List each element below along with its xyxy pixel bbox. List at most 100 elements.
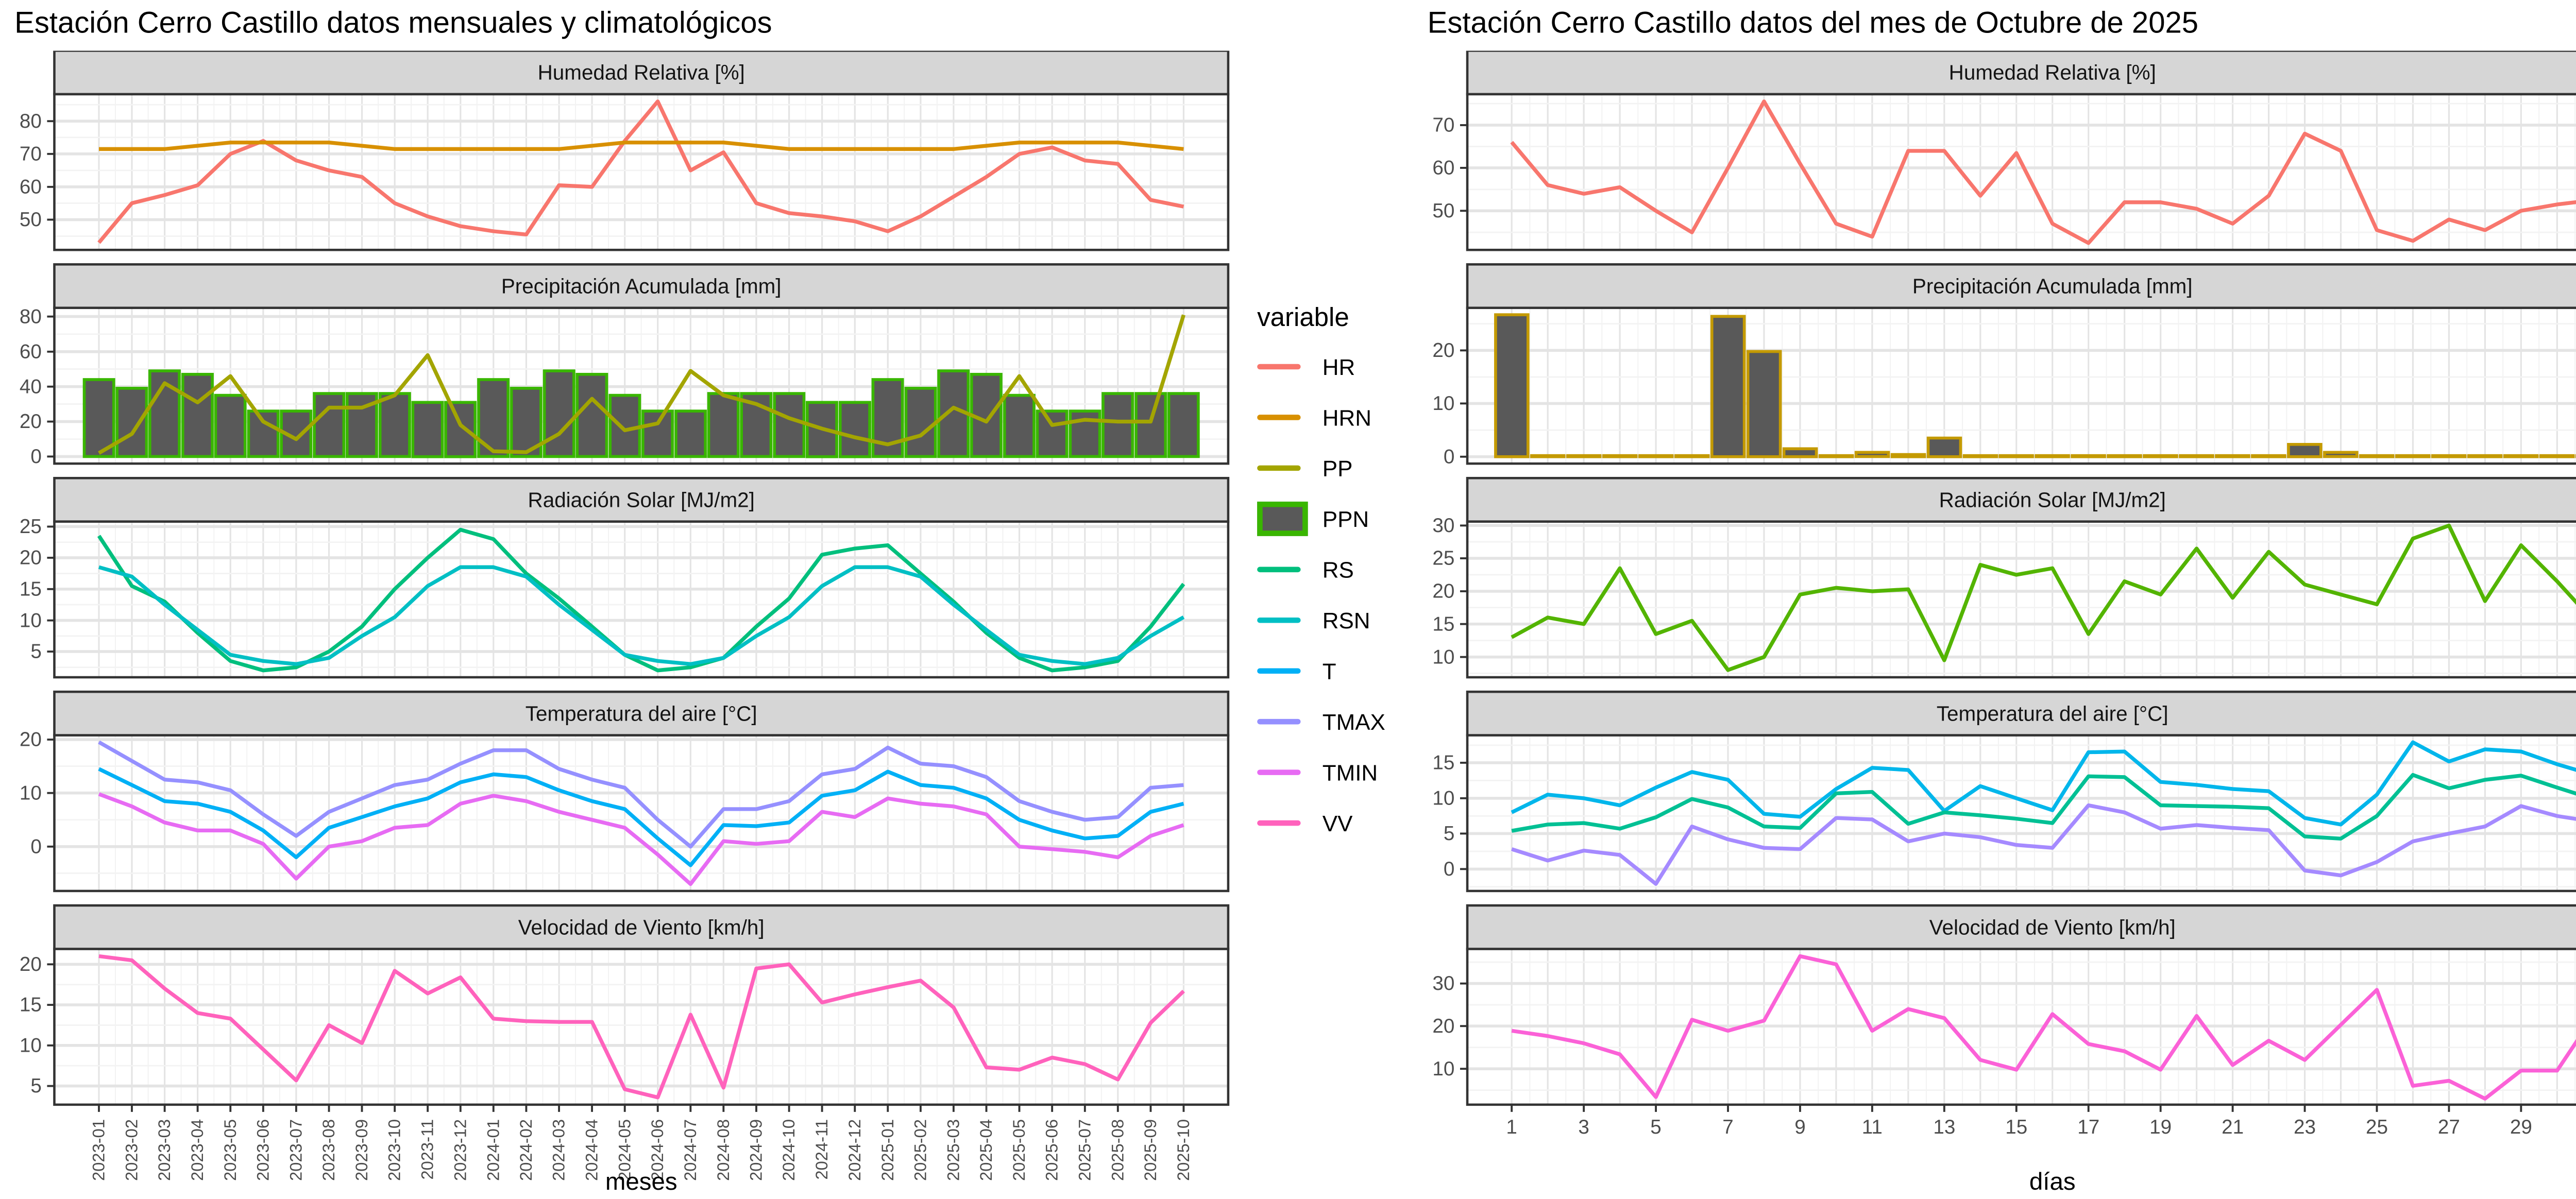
y-tick-label: 20 <box>20 953 42 975</box>
legend-item-hrn: HRN <box>1257 402 1398 433</box>
pp-bar <box>2107 454 2142 458</box>
panel-bg <box>1467 307 2576 464</box>
x-tick-label: 2025-06 <box>1042 1119 1061 1181</box>
vv-legend-label: VV <box>1322 810 1353 836</box>
y-tick-label: 15 <box>20 994 42 1016</box>
t-legend-key <box>1257 668 1311 674</box>
y-tick-label: 5 <box>30 641 42 663</box>
pp-bar <box>1710 315 1746 458</box>
hr-line <box>97 99 1184 244</box>
pp-line <box>98 314 1185 455</box>
pp-bar <box>1746 350 1782 458</box>
legend-item-rsn: RSN <box>1257 605 1398 636</box>
hrn-legend-key <box>1257 415 1311 420</box>
ppn-bar <box>904 387 937 458</box>
hr-legend-label: HR <box>1322 354 1355 380</box>
y-tick-label: 15 <box>1432 752 1454 774</box>
pp-bar <box>1926 436 1962 458</box>
y-tick-label: 10 <box>1432 646 1454 668</box>
y-tick-label: 10 <box>20 1035 42 1057</box>
pp-legend-label: PP <box>1322 455 1353 481</box>
x-tick-label: 13 <box>1933 1116 1955 1138</box>
pp-bar <box>1638 454 1674 458</box>
rsn-legend-label: RSN <box>1322 607 1370 633</box>
t-line <box>98 767 1184 867</box>
pp-bar <box>1602 454 1638 458</box>
pp-bar <box>2287 443 2323 458</box>
y-tick-label: 0 <box>30 835 42 858</box>
ppn-bar <box>838 401 871 458</box>
pp-bar <box>2395 454 2431 458</box>
y-tick-label: 10 <box>1432 787 1454 810</box>
pp-bar <box>2035 454 2070 458</box>
facet-strip <box>53 476 1230 523</box>
y-tick-label: 0 <box>1444 858 1455 880</box>
facet-strip-title: Velocidad de Viento [km/h] <box>1929 915 2176 939</box>
y-tick-label: 20 <box>20 729 42 751</box>
x-tick-label: 2023-02 <box>122 1119 141 1181</box>
tmin-line <box>98 792 1184 886</box>
x-tick-label: 2024-08 <box>714 1119 733 1181</box>
pp-bar <box>2359 454 2395 458</box>
facet-strip-title: Precipitación Acumulada [mm] <box>501 275 782 298</box>
rsn-legend-key <box>1257 617 1311 623</box>
y-tick-label: 50 <box>20 209 42 231</box>
pp-legend-key <box>1257 465 1311 471</box>
x-tick-label: 2023-08 <box>319 1119 338 1181</box>
x-tick-label: 21 <box>2222 1116 2244 1138</box>
x-tick-label: 9 <box>1794 1116 1806 1138</box>
pp-bar <box>1998 454 2034 458</box>
ppn-bar <box>641 409 674 458</box>
left-legend-title: variable <box>1257 304 1349 333</box>
y-tick-label: 70 <box>20 143 42 165</box>
x-tick-label: 1 <box>1506 1116 1517 1138</box>
facet-strip-title: Radiación Solar [MJ/m2] <box>528 488 755 512</box>
facet-strip-title: Temperatura del aire [°C] <box>526 701 757 725</box>
pp-bar <box>1782 447 1818 458</box>
ppn-bar <box>674 409 707 458</box>
y-tick-label: 10 <box>1432 1058 1454 1080</box>
vv-line <box>98 954 1185 1100</box>
ppn-bar <box>1036 409 1069 458</box>
legend-item-pp: PP <box>1257 453 1398 484</box>
x-tick-label: 2023-06 <box>253 1119 272 1181</box>
t-legend-label: T <box>1322 658 1336 684</box>
left-legend: variable HR HRN PP PPN RS RSN T TMAX TMIN VV <box>1246 0 1398 1199</box>
y-tick-label: 50 <box>1432 200 1454 222</box>
y-tick-label: 10 <box>20 782 42 804</box>
hrn-line <box>98 141 1184 151</box>
rs-key-swatch <box>1257 567 1301 573</box>
ppn-bar <box>608 393 641 458</box>
y-tick-label: 25 <box>20 516 42 538</box>
x-tick-label: 2024-02 <box>516 1119 535 1181</box>
legend-item-vv: VV <box>1257 808 1398 838</box>
ppn-bar <box>1003 393 1036 458</box>
tmin-legend-label: TMIN <box>1322 760 1378 785</box>
tmax-legend-label: TMAX <box>1322 709 1385 734</box>
legend-item-ppn: PPN <box>1257 501 1398 536</box>
hr-legend-key <box>1257 364 1311 370</box>
hr-key-swatch <box>1257 364 1301 370</box>
y-tick-label: 15 <box>1432 613 1454 635</box>
panel-bg <box>1467 521 2576 678</box>
pp-bar <box>1494 313 1530 458</box>
y-tick-label: 5 <box>1444 823 1455 845</box>
x-tick-label: 2025-10 <box>1174 1119 1193 1181</box>
pp-bar <box>1890 453 1926 458</box>
tmin-line <box>1511 803 2576 886</box>
x-tick-label: 2024-10 <box>779 1119 798 1181</box>
x-tick-label: 2023-05 <box>221 1119 240 1181</box>
x-tick-label: 2023-04 <box>188 1119 207 1181</box>
facet-strip-title: Velocidad de Viento [km/h] <box>518 915 765 939</box>
ppn-bar <box>1167 392 1200 458</box>
legend-item-tmin: TMIN <box>1257 757 1398 788</box>
tmax-line <box>1511 740 2576 827</box>
pp-bar <box>1818 454 1854 458</box>
rs-line <box>97 527 1185 673</box>
pp-bar <box>2251 454 2286 458</box>
pp-bar <box>1674 454 1710 458</box>
y-tick-label: 15 <box>20 578 42 600</box>
ppn-bar <box>411 401 444 458</box>
t-line <box>1511 773 2576 841</box>
y-tick-label: 80 <box>20 110 42 132</box>
